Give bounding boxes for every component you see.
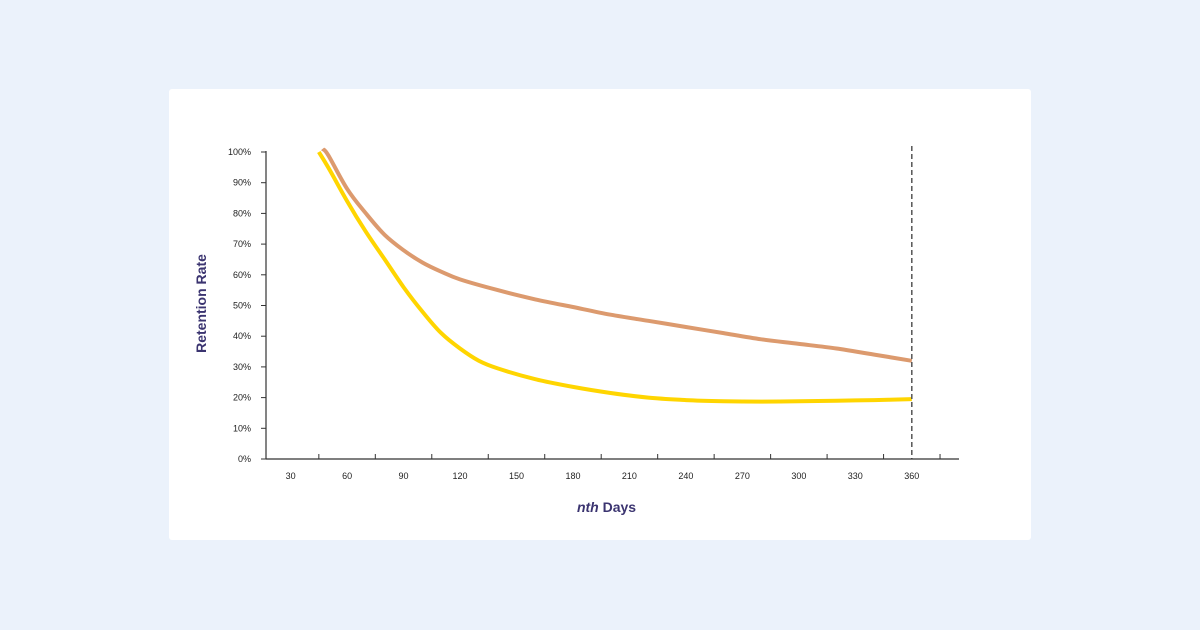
y-tick-label: 20% [233, 393, 251, 403]
x-tick-label: 300 [791, 471, 806, 481]
series-layer [317, 147, 913, 404]
x-axis-title-rest: Days [599, 499, 637, 515]
y-tick-label: 40% [233, 331, 251, 341]
x-tick-label: 90 [399, 471, 409, 481]
x-tick-label: 30 [286, 471, 296, 481]
y-tick-label: 60% [233, 270, 251, 280]
y-tick-label: 90% [233, 178, 251, 188]
x-tick-label: 330 [848, 471, 863, 481]
x-axis-title-italic: nth [577, 499, 599, 515]
x-tick-label: 150 [509, 471, 524, 481]
x-tick-label: 240 [678, 471, 693, 481]
y-tick-label: 0% [238, 454, 251, 464]
x-tick-label: 120 [453, 471, 468, 481]
ticks-layer [261, 151, 941, 460]
x-axis-title: nth Days [577, 499, 636, 515]
series-line-1 [321, 147, 913, 363]
y-tick-label: 80% [233, 208, 251, 218]
series-line-2 [317, 150, 912, 404]
y-tick-label: 10% [233, 423, 251, 433]
x-tick-label: 360 [904, 471, 919, 481]
y-tick-label: 30% [233, 362, 251, 372]
y-tick-label: 50% [233, 301, 251, 311]
y-tick-label: 70% [233, 239, 251, 249]
x-tick-label: 180 [565, 471, 580, 481]
y-axis-title: Retention Rate [193, 254, 209, 353]
y-tick-label: 100% [228, 147, 251, 157]
chart-card: 0% 10% 20% 30% 40% 50% 60% 70% 80% 90% 100% 30 60 90 1… [169, 89, 1031, 540]
tick-labels-layer: 0% 10% 20% 30% 40% 50% 60% 70% 80% 90% 100% 30 60 90 1… [228, 147, 919, 481]
x-tick-label: 270 [735, 471, 750, 481]
x-tick-label: 60 [342, 471, 352, 481]
x-tick-label: 210 [622, 471, 637, 481]
retention-chart: 0% 10% 20% 30% 40% 50% 60% 70% 80% 90% 100% 30 60 90 1… [193, 146, 959, 515]
